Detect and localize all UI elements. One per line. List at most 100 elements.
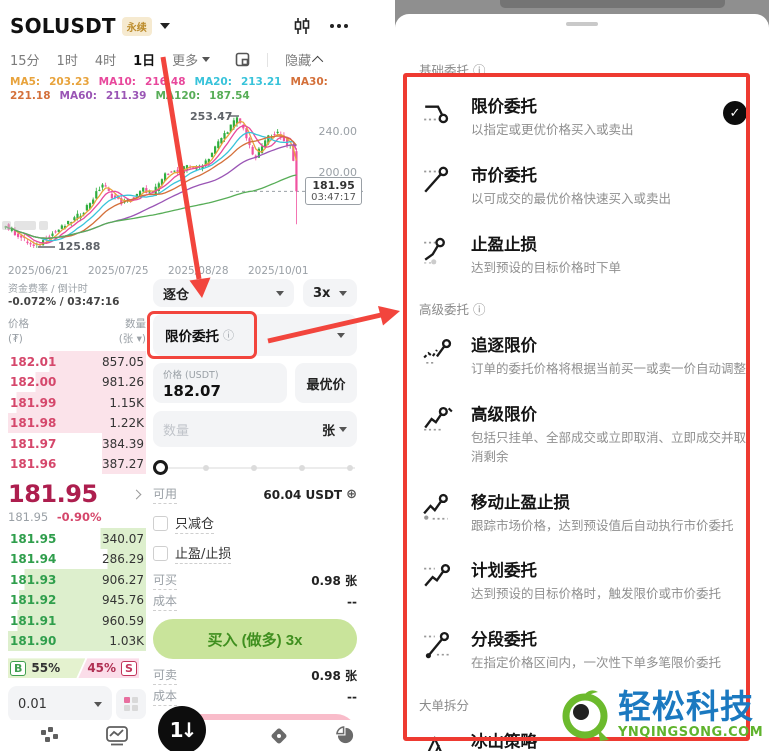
info-icon[interactable]: ⓘ xyxy=(473,63,486,78)
book-amount: 981.26 xyxy=(102,375,144,390)
section-title: 基础委托 ⓘ xyxy=(419,60,747,79)
ask-row[interactable]: 181.96 387.27 xyxy=(8,453,146,475)
interval-tab-15分[interactable]: 15分 xyxy=(10,54,40,69)
ask-row[interactable]: 181.99 1.15K xyxy=(8,392,146,413)
book-amount: 1.03K xyxy=(109,634,144,649)
item-title: 分段委托 xyxy=(471,630,537,649)
book-price: 181.90 xyxy=(10,634,57,649)
section-title: 大单拆分 xyxy=(419,697,470,713)
item-title: 限价委托 xyxy=(471,97,537,116)
interval-more-button[interactable]: 更多 xyxy=(172,50,211,69)
amount-slider[interactable] xyxy=(153,460,355,476)
book-price: 181.98 xyxy=(10,416,57,431)
book-amount: 1.15K xyxy=(109,395,144,410)
chart-settings-icon[interactable] xyxy=(235,52,250,67)
split-order-icon xyxy=(424,631,450,659)
slider-knob[interactable] xyxy=(153,460,168,475)
mark-price: 181.95 xyxy=(8,510,49,525)
plan-order-icon xyxy=(424,564,451,587)
item-description: 以可成交的最优价格快速买入或卖出 xyxy=(471,190,672,206)
reduce-only-checkbox[interactable] xyxy=(153,516,168,531)
chevron-up-icon xyxy=(312,55,324,67)
item-description: 以指定或更优价格买入或卖出 xyxy=(471,122,634,137)
order-book-header: 价格 (₮) 数量 (张 ▾) xyxy=(8,318,146,345)
bid-row[interactable]: 181.92 945.76 xyxy=(8,589,146,611)
ask-row[interactable]: 182.01 857.05 xyxy=(8,351,146,372)
book-price: 181.92 xyxy=(10,593,57,608)
order-type-item-分段委托[interactable]: 分段委托 在指定价格区间内，一次性下单多笔限价委托 xyxy=(419,614,747,683)
chase-limit-icon xyxy=(423,339,452,364)
order-type-item-止盈止损[interactable]: 止盈止损 达到预设的目标价格时下单 xyxy=(419,219,747,288)
amount-unit-dropdown[interactable]: (张 ▾) xyxy=(118,332,146,345)
order-type-item-移动止盈止损[interactable]: 移动止盈止损 跟踪市场价格，达到预设值后自动执行市价委托 xyxy=(419,477,747,546)
markets-grid-icon[interactable] xyxy=(40,726,59,745)
tpsl-row[interactable]: 止盈/止损 xyxy=(153,543,357,564)
quick-trade-fab[interactable]: 1↓ xyxy=(158,706,206,751)
ask-row[interactable]: 182.00 981.26 xyxy=(8,371,146,393)
chart-tab-icon[interactable] xyxy=(105,725,128,746)
bid-row[interactable]: 181.93 906.27 xyxy=(8,569,146,590)
transfer-plus-icon[interactable]: ⊕ xyxy=(346,487,357,502)
order-type-item-高级限价[interactable]: 高级限价 包括只挂单、全部成交或立即取消、立即成交并取消剩余 xyxy=(419,389,747,477)
more-menu-icon[interactable] xyxy=(329,23,349,29)
item-title: 市价委托 xyxy=(471,165,537,185)
can-sell-value: 0.98 张 xyxy=(311,669,357,683)
symbol-dropdown-icon[interactable] xyxy=(159,23,170,29)
bid-row[interactable]: 181.95 340.07 xyxy=(8,528,146,549)
sheet-content: 基础委托 ⓘ 限价委托 以指定或更优价格买入或卖出 ✓ 市价委托 以可成交的最优价格快速买入… xyxy=(395,14,769,751)
reduce-only-row[interactable]: 只减仓 xyxy=(153,513,357,534)
order-type-item-追逐限价[interactable]: 追逐限价 订单的委托价格将根据当前买一或卖一价自动调整 xyxy=(419,320,747,389)
bid-row[interactable]: 181.90 1.03K xyxy=(8,630,146,652)
interval-tab-4时[interactable]: 4时 xyxy=(94,54,117,69)
order-type-item-冰山策略[interactable]: 冰山策略拆分大单为小单，减少滑点 xyxy=(419,716,747,751)
margin-mode-select[interactable]: 逐仓 xyxy=(153,279,294,307)
tick-size-select[interactable]: 0.01 xyxy=(8,686,112,723)
info-icon[interactable]: ⓘ xyxy=(223,329,234,342)
assets-pie-icon[interactable] xyxy=(336,726,355,745)
best-price-button[interactable]: 最优价 xyxy=(295,363,357,403)
candlestick-chart-icon[interactable] xyxy=(293,17,311,35)
order-type-select[interactable]: 限价委托 ⓘ xyxy=(147,311,357,359)
amount-unit-select[interactable]: 张 xyxy=(322,420,347,439)
book-price: 181.97 xyxy=(10,436,57,451)
order-type-sheet-screenshot: 基础委托 ⓘ 限价委托 以指定或更优价格买入或卖出 ✓ 市价委托 以可成交的最优价格快速买入… xyxy=(395,0,769,751)
ma-label: MA20: xyxy=(194,76,232,88)
item-description: 跟踪市场价格，达到预设值后自动执行市价委托 xyxy=(471,517,734,533)
book-amount: 857.05 xyxy=(102,354,144,369)
ask-row[interactable]: 181.98 1.22K xyxy=(8,412,146,434)
interval-tab-1时[interactable]: 1时 xyxy=(56,54,78,69)
bid-row[interactable]: 181.91 960.59 xyxy=(8,610,146,631)
compass-tab-icon[interactable] xyxy=(269,726,289,746)
interval-tab-1日[interactable]: 1日 xyxy=(133,54,156,69)
book-display-mode-icon[interactable] xyxy=(116,689,146,720)
info-icon[interactable]: ⓘ xyxy=(473,302,486,318)
sheet-drag-handle[interactable] xyxy=(566,22,598,26)
advanced-limit-icon xyxy=(424,406,453,431)
leverage-select[interactable]: 3x xyxy=(303,279,357,307)
bid-row[interactable]: 181.94 286.29 xyxy=(8,548,146,570)
ma-value: 216.48 xyxy=(145,76,186,88)
book-price: 182.00 xyxy=(10,375,57,390)
order-type-item-限价委托[interactable]: 限价委托 以指定或更优价格买入或卖出 ✓ xyxy=(419,81,747,150)
tpsl-checkbox[interactable] xyxy=(153,546,168,561)
price-chart[interactable]: 240.00 200.00 253.47 125.88 181.95 03:47… xyxy=(0,103,363,265)
sell-ratio: 45% xyxy=(87,661,117,676)
ma-label: MA30: xyxy=(290,76,328,88)
ask-row[interactable]: 181.97 384.39 xyxy=(8,433,146,454)
order-type-item-计划委托[interactable]: 计划委托 达到预设的目标价格时，触发限价或市价委托 xyxy=(419,545,747,614)
bid-rows: 181.95 340.07 181.94 286.29 181.93 906.27 181.… xyxy=(8,528,146,652)
cost-buy-value: -- xyxy=(347,594,357,609)
trading-app: SOLUSDT 永续 15分 1时 4时 1日 更多 xyxy=(0,0,363,751)
book-amount: 384.39 xyxy=(102,436,144,451)
order-type-item-市价委托[interactable]: 市价委托以可成交的最优价格快速买入或卖出 xyxy=(419,150,747,219)
limit-order-icon xyxy=(424,105,449,124)
iceberg-icon xyxy=(427,735,442,751)
item-title: 高级限价 xyxy=(471,405,537,424)
last-price-block[interactable]: 181.95 181.95 -0.90% xyxy=(8,474,146,528)
cost-sell-value: -- xyxy=(347,689,357,704)
hide-indicators-button[interactable]: 隐藏 xyxy=(285,50,324,69)
amount-input[interactable]: 数量 张 xyxy=(153,411,357,447)
buy-long-button[interactable]: 买入 (做多) 3x xyxy=(153,619,357,659)
price-input[interactable]: 价格 (USDT) 182.07 xyxy=(153,363,287,403)
symbol-title[interactable]: SOLUSDT xyxy=(10,14,116,38)
